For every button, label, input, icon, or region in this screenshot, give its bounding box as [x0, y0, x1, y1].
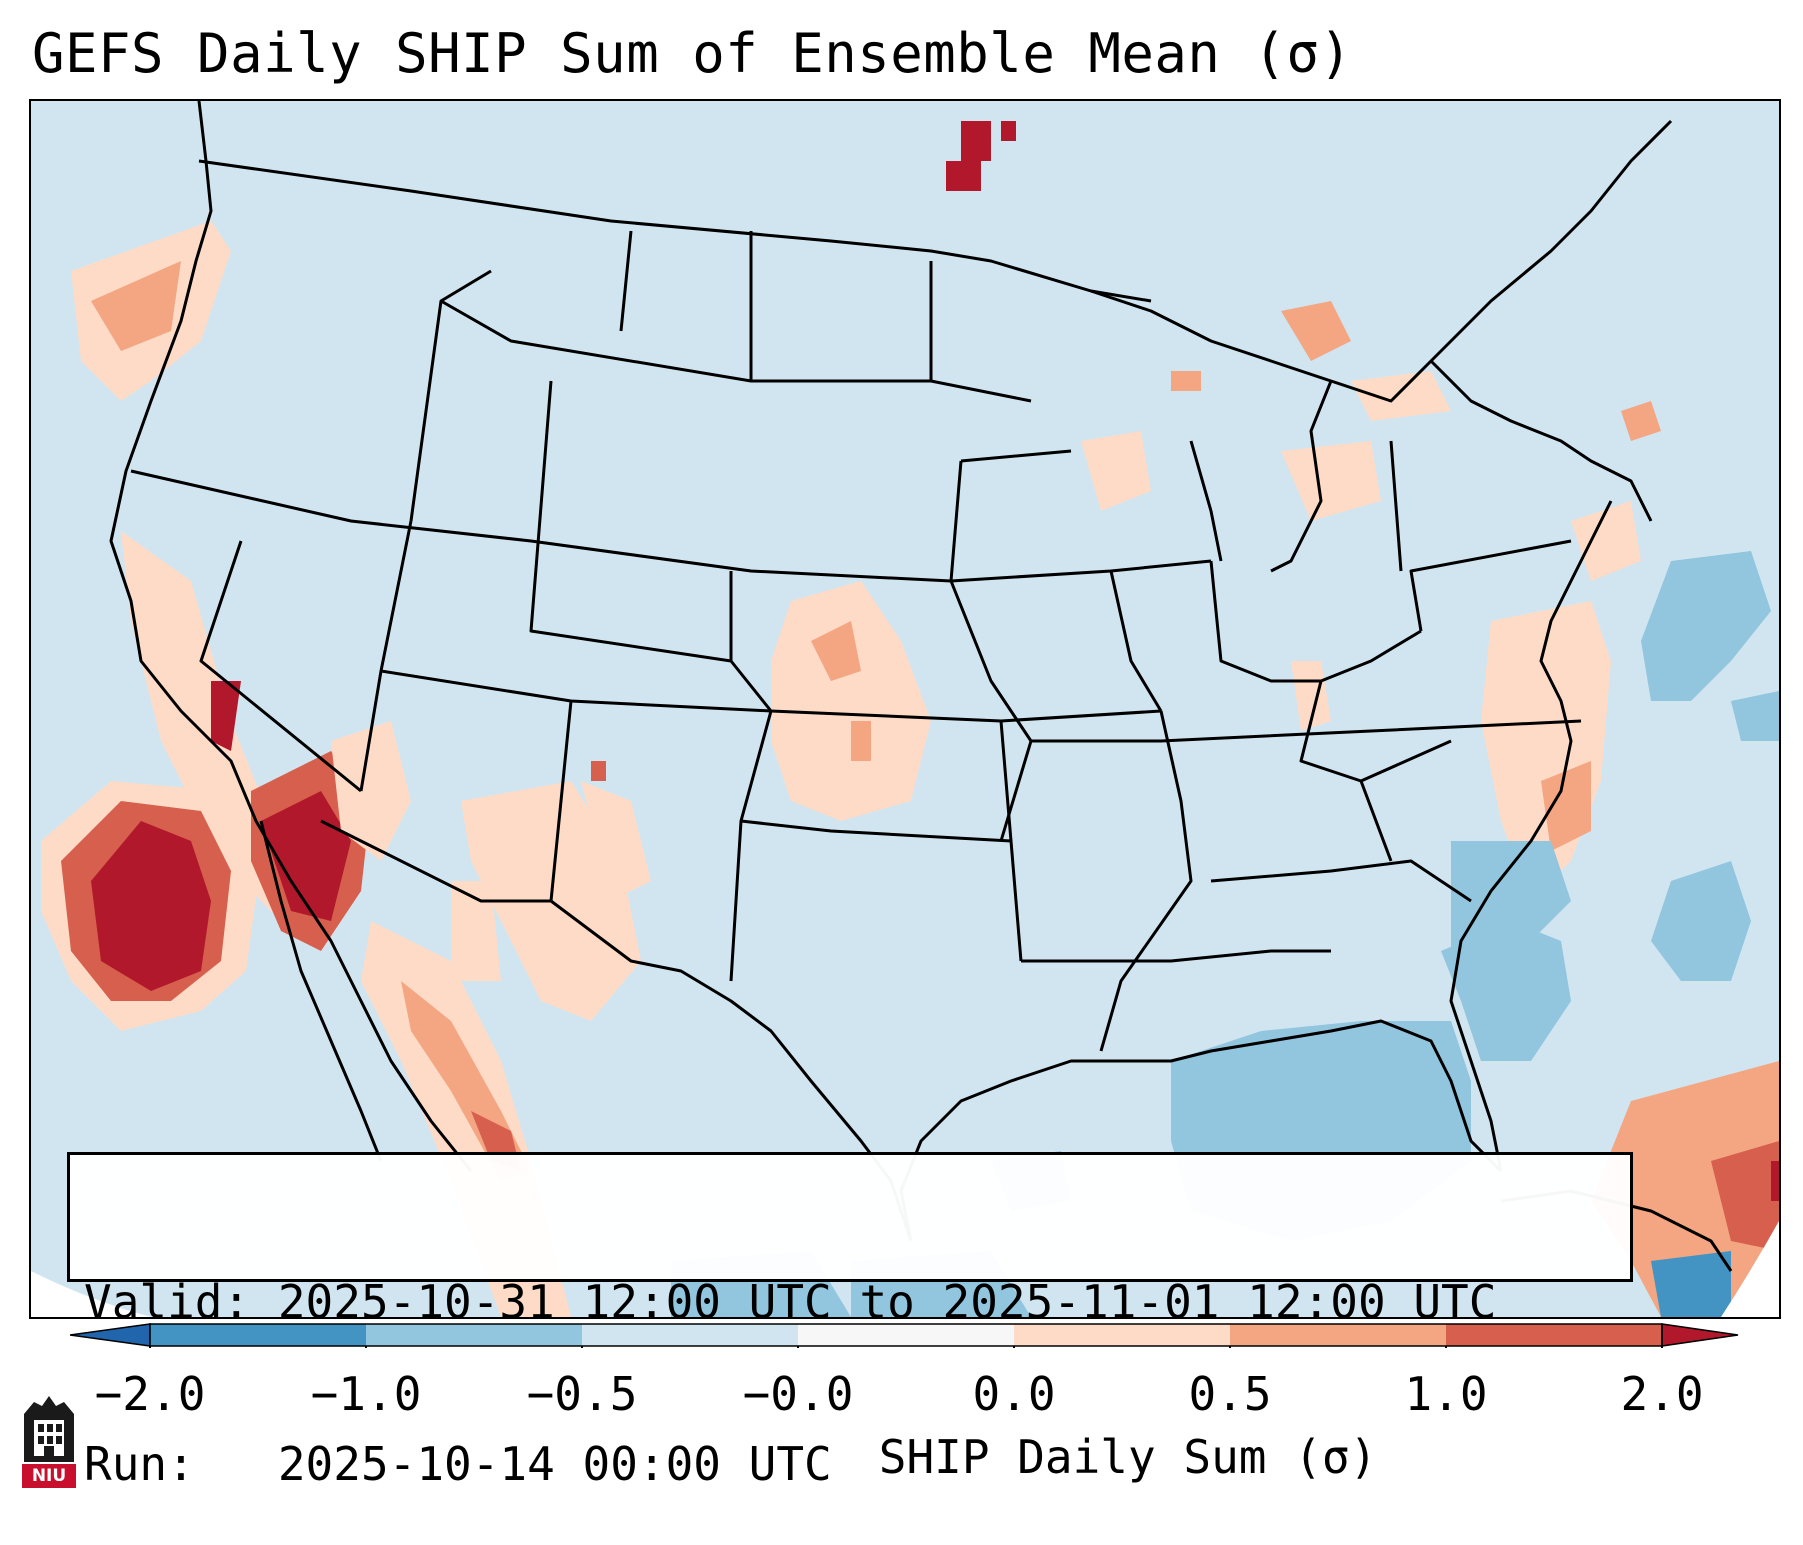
- logo-text: NIU: [31, 1466, 67, 1486]
- anomaly-central-plains: [771, 581, 931, 821]
- colorbar-bin-7: [1446, 1324, 1662, 1346]
- state-line-19: [1109, 570, 1163, 712]
- lake-michigan: [1270, 380, 1333, 573]
- state-line-9: [619, 230, 633, 332]
- state-line-22: [1021, 949, 1331, 963]
- map-title: GEFS Daily SHIP Sum of Ensemble Mean (σ): [32, 22, 1353, 85]
- colorbar-bin-5: [1014, 1324, 1230, 1346]
- colorbar-bin-1: [150, 1324, 366, 1346]
- colorbar-tick-label: −1.0: [310, 1367, 422, 1421]
- colorbar-bin-3: [582, 1324, 798, 1346]
- map-panel: [29, 99, 1781, 1319]
- colorbar-tick-label: −0.5: [526, 1367, 638, 1421]
- state-line-14: [740, 819, 1023, 962]
- colorbar-bin-2: [366, 1324, 582, 1346]
- state-line-25: [1299, 680, 1452, 783]
- state-line-12: [549, 700, 573, 902]
- colorbar-tick-label: 0.5: [1188, 1367, 1272, 1421]
- state-line-23: [1209, 560, 1422, 683]
- anomaly-great-lakes: [1081, 301, 1451, 521]
- state-line-21: [1099, 710, 1193, 1052]
- map-canvas: [31, 101, 1779, 1317]
- anomaly-baja-offshore: [41, 781, 261, 1031]
- anomaly-pacific-northwest: [71, 221, 231, 401]
- validity-info-box: Valid: 2025-10-31 12:00 UTC to 2025-11-0…: [67, 1152, 1633, 1491]
- colorbar-tick-label: −2.0: [94, 1367, 206, 1421]
- anomaly-western-atlantic: [1451, 551, 1779, 981]
- state-line-10: [529, 380, 773, 712]
- run-time-line: Run: 2025-10-14 00:00 UTC: [84, 1437, 832, 1491]
- state-line-16: [949, 460, 963, 582]
- projection-edge-se: [1721, 1221, 1779, 1317]
- colorbar-tick-label: 0.0: [972, 1367, 1056, 1421]
- state-line-24: [1210, 859, 1472, 903]
- coastline-atlantic: [1449, 500, 1613, 1172]
- niu-logo: NIU: [20, 1392, 78, 1488]
- anomaly-mid-atlantic-coast: [1291, 601, 1611, 901]
- colorbar-bin-6: [1230, 1324, 1446, 1346]
- colorbar-tick-label: 2.0: [1620, 1367, 1704, 1421]
- map-boundaries: [109, 101, 1733, 1272]
- state-line-28: [1389, 440, 1403, 572]
- coastline-gulf: [899, 1019, 1503, 1242]
- colorbar: [70, 1323, 1739, 1348]
- state-line-18: [949, 580, 1033, 842]
- colorbar-label: SHIP Daily Sum (σ): [878, 1430, 1378, 1484]
- coastline-pacific: [109, 101, 473, 1172]
- state-line-2: [199, 540, 362, 793]
- state-line-20: [1031, 719, 1582, 743]
- state-line-17: [960, 449, 1072, 463]
- coastline-baja: [259, 820, 383, 1162]
- anomaly-northeast: [1571, 401, 1661, 581]
- colorbar-bin-4: [798, 1324, 1014, 1346]
- anomaly-canada-north: [946, 121, 1016, 191]
- border-canada-east: [1090, 119, 1673, 403]
- colorbar-extend-low: [70, 1323, 151, 1347]
- lake-michigan-west: [1189, 440, 1223, 562]
- coastline-new-england: [1429, 359, 1653, 522]
- border-canada-west: [198, 159, 1152, 303]
- projection-edge-sw: [31, 1271, 151, 1317]
- colorbar-tick-label: −0.0: [742, 1367, 854, 1421]
- valid-time-line: Valid: 2025-10-31 12:00 UTC to 2025-11-0…: [84, 1275, 1497, 1329]
- state-line-27: [1409, 539, 1572, 632]
- anomaly-caribbean: [1591, 1061, 1779, 1317]
- state-line-26: [1359, 780, 1393, 862]
- colorbar-tick-label: 1.0: [1404, 1367, 1488, 1421]
- border-mexico: [320, 819, 913, 1242]
- colorbar-extend-high: [1661, 1323, 1739, 1347]
- state-line-15: [999, 720, 1013, 842]
